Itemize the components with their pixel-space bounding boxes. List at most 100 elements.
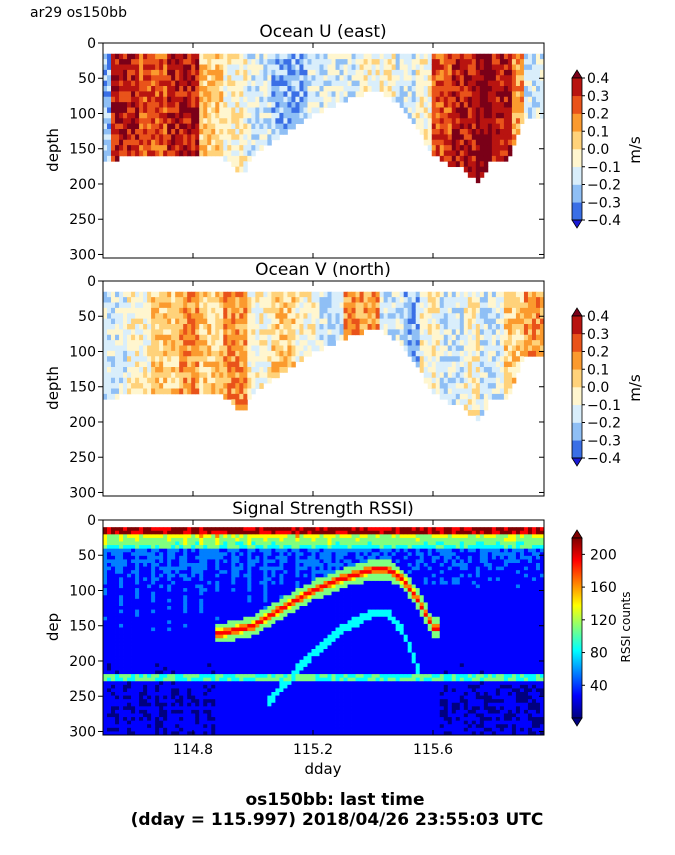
heatmap-cell bbox=[155, 645, 160, 650]
heatmap-cell bbox=[503, 302, 509, 309]
heatmap-cell bbox=[535, 107, 541, 114]
heatmap-cell bbox=[119, 112, 124, 119]
heatmap-cell bbox=[103, 80, 108, 87]
heatmap-cell bbox=[159, 69, 164, 76]
heatmap-cell bbox=[435, 345, 441, 352]
heatmap-cell bbox=[267, 361, 272, 368]
heatmap-cell bbox=[147, 577, 152, 582]
heatmap-cell bbox=[183, 577, 188, 582]
heatmap-cell bbox=[239, 393, 244, 400]
heatmap-cell bbox=[155, 656, 160, 661]
heatmap-cell bbox=[175, 302, 180, 309]
heatmap-cell bbox=[215, 69, 220, 76]
heatmap-cell bbox=[103, 670, 108, 675]
heatmap-cell bbox=[459, 302, 465, 309]
heatmap-cell bbox=[303, 53, 308, 60]
heatmap-cell bbox=[171, 118, 176, 125]
heatmap-cell bbox=[127, 677, 132, 682]
heatmap-cell bbox=[191, 123, 196, 130]
heatmap-cell bbox=[115, 688, 120, 693]
heatmap-cell bbox=[183, 681, 188, 686]
heatmap-cell bbox=[163, 606, 168, 610]
heatmap-cell bbox=[339, 64, 344, 71]
heatmap-cell bbox=[187, 537, 192, 542]
heatmap-cell bbox=[427, 377, 433, 384]
heatmap-cell bbox=[487, 69, 493, 76]
heatmap-cell bbox=[171, 552, 176, 557]
heatmap-cell bbox=[199, 318, 204, 325]
heatmap-cell bbox=[183, 649, 188, 653]
heatmap-cell bbox=[251, 69, 256, 76]
heatmap-cell bbox=[447, 291, 453, 298]
heatmap-cell bbox=[119, 706, 124, 711]
heatmap-cell bbox=[395, 318, 401, 325]
heatmap-cell bbox=[123, 367, 128, 373]
heatmap-cell bbox=[283, 59, 288, 65]
heatmap-cell bbox=[435, 302, 441, 309]
heatmap-cell bbox=[271, 291, 276, 298]
heatmap-cell bbox=[143, 367, 148, 373]
heatmap-cell bbox=[243, 155, 248, 162]
heatmap-cell bbox=[235, 59, 240, 65]
heatmap-cell bbox=[487, 80, 493, 87]
heatmap-cell bbox=[511, 118, 517, 125]
heatmap-cell bbox=[283, 129, 288, 135]
heatmap-cell bbox=[107, 75, 112, 82]
heatmap-cell bbox=[179, 302, 184, 309]
heatmap-cell bbox=[331, 102, 336, 108]
heatmap-cell bbox=[143, 324, 148, 330]
heatmap-cell bbox=[139, 577, 144, 582]
heatmap-cell bbox=[283, 329, 288, 336]
heatmap-cell bbox=[371, 59, 377, 65]
heatmap-cell bbox=[447, 161, 453, 168]
heatmap-cell bbox=[103, 318, 108, 325]
heatmap-cell bbox=[399, 302, 405, 309]
heatmap-cell bbox=[219, 329, 224, 336]
heatmap-cell bbox=[123, 345, 128, 352]
heatmap-cell bbox=[163, 720, 168, 725]
heatmap-cell bbox=[163, 377, 168, 384]
heatmap-cell bbox=[475, 172, 481, 178]
heatmap-cell bbox=[459, 329, 465, 336]
heatmap-cell bbox=[467, 367, 473, 373]
heatmap-cell bbox=[115, 573, 120, 578]
heatmap-cell bbox=[119, 102, 124, 108]
heatmap-cell bbox=[139, 623, 144, 628]
heatmap-cell bbox=[471, 145, 477, 151]
heatmap-cell bbox=[487, 75, 493, 82]
heatmap-cell bbox=[123, 688, 128, 693]
heatmap-cell bbox=[115, 318, 120, 325]
heatmap-cell bbox=[171, 588, 176, 593]
heatmap-cell bbox=[111, 666, 116, 671]
heatmap-cell bbox=[123, 588, 128, 593]
heatmap-cell bbox=[339, 297, 344, 303]
heatmap-cell bbox=[159, 361, 164, 368]
heatmap-cell bbox=[195, 377, 200, 384]
heatmap-cell bbox=[123, 139, 128, 146]
heatmap-cell bbox=[515, 345, 521, 352]
heatmap-cell bbox=[483, 329, 489, 336]
heatmap-cell bbox=[391, 329, 397, 336]
heatmap-cell bbox=[431, 129, 437, 135]
heatmap-cell bbox=[467, 53, 473, 60]
heatmap-cell bbox=[395, 297, 401, 303]
colorbar-tick-label: 0.0 bbox=[587, 142, 609, 158]
heatmap-cell bbox=[215, 345, 220, 352]
heatmap-cell bbox=[315, 329, 320, 336]
heatmap-cell bbox=[411, 297, 417, 303]
heatmap-cell bbox=[123, 377, 128, 384]
heatmap-cell bbox=[159, 129, 164, 135]
heatmap-cell bbox=[523, 318, 529, 325]
heatmap-cell bbox=[487, 318, 493, 325]
heatmap-cell bbox=[135, 577, 140, 582]
heatmap-cell bbox=[495, 334, 501, 341]
heatmap-cell bbox=[131, 123, 136, 130]
colorbar-tick-label: 0.3 bbox=[587, 327, 609, 343]
heatmap-cell bbox=[483, 69, 489, 76]
heatmap-cell bbox=[475, 329, 481, 336]
heatmap-cell bbox=[123, 361, 128, 368]
heatmap-cell bbox=[167, 727, 172, 732]
heatmap-cell bbox=[147, 350, 152, 357]
heatmap-cell bbox=[279, 361, 284, 368]
heatmap-cell bbox=[251, 383, 256, 389]
